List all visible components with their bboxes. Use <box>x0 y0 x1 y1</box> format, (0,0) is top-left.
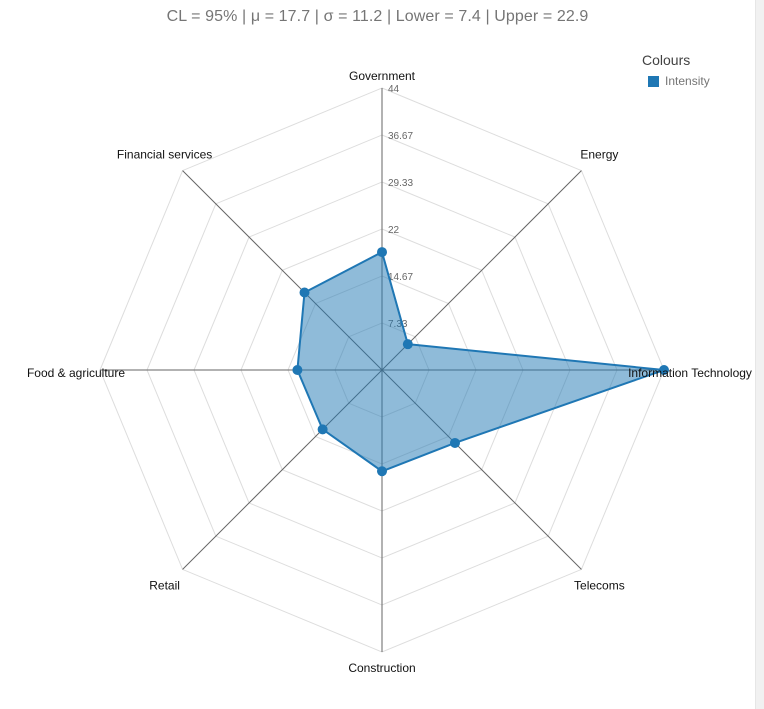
data-point-energy <box>402 339 413 350</box>
series-intensity <box>292 247 669 477</box>
axis-line-energy <box>381 170 582 371</box>
scrollbar[interactable] <box>755 0 764 709</box>
data-point-financial-services <box>299 287 310 298</box>
data-point-information-technology <box>659 365 669 375</box>
data-point-food-agriculture <box>292 365 303 375</box>
legend-label: Intensity <box>665 74 710 88</box>
chart-title: CL = 95% | μ = 17.7 | σ = 11.2 | Lower =… <box>166 8 589 25</box>
data-point-telecoms <box>449 437 460 448</box>
data-point-construction <box>377 466 387 477</box>
legend-item-intensity[interactable]: Intensity <box>642 74 710 88</box>
axis-label-financial-services: Financial services <box>117 148 212 162</box>
axis-label-food-agriculture: Food & agriculture <box>27 366 125 380</box>
tick-label: 14.67 <box>388 272 413 283</box>
axis-label-energy: Energy <box>580 148 618 162</box>
tick-label: 22 <box>388 225 400 236</box>
axis-labels: Government Energy Information Technology Te… <box>27 69 752 675</box>
axis-label-telecoms: Telecoms <box>574 578 625 592</box>
axis-label-retail: Retail <box>149 578 180 592</box>
axis-label-construction: Construction <box>348 661 415 675</box>
axis-label-information-technology: Information Technology <box>628 366 752 380</box>
tick-label: 29.33 <box>388 178 413 189</box>
legend: Colours Intensity <box>642 52 710 88</box>
axis-label-government: Government <box>349 69 416 83</box>
data-point-retail <box>317 424 328 435</box>
legend-title: Colours <box>642 52 691 68</box>
series-area <box>296 251 665 473</box>
tick-label: 36.67 <box>388 131 413 142</box>
tick-label: 44 <box>388 84 400 95</box>
legend-swatch <box>648 75 659 87</box>
data-point-government <box>377 247 387 258</box>
